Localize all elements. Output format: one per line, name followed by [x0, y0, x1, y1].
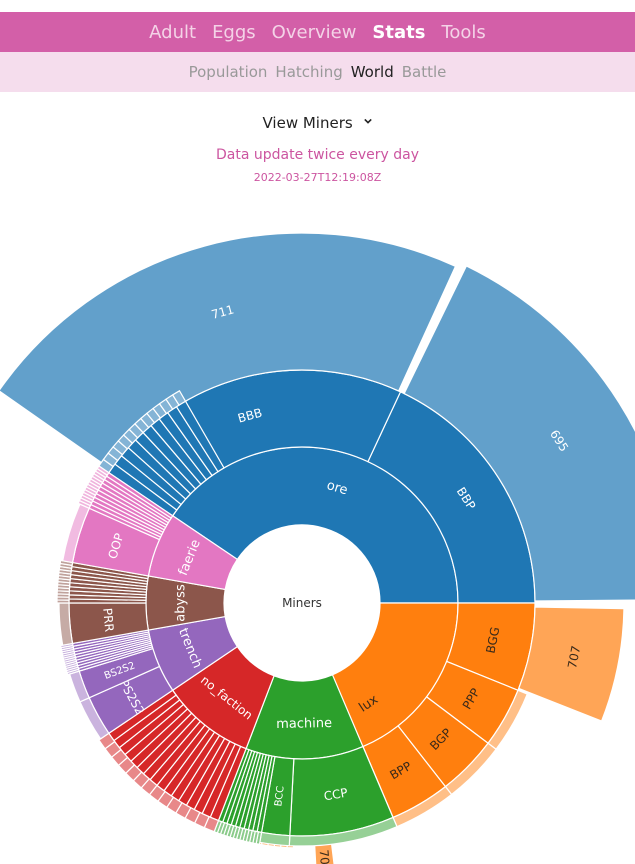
- sunburst-faction-machine-label: machine: [276, 716, 332, 732]
- sunburst-center[interactable]: [225, 526, 379, 680]
- sunburst-sub-faerie-misc-outer-13[interactable]: [96, 465, 110, 476]
- sunburst-chart: BBP695BBB711oreBGG707PPPBGPBPPGGPCPPGGG7…: [0, 232, 635, 864]
- chevron-down-icon: [364, 118, 373, 124]
- sunburst-sub-machine-BCC-label: BCC: [273, 785, 286, 807]
- sunburst-sub-lux-BGG-outer-label: 707: [565, 645, 583, 670]
- sunburst-sub-ore-BBP-outer-0[interactable]: [403, 265, 635, 602]
- nav-tab-overview[interactable]: Overview: [271, 21, 357, 43]
- sunburst-center-label: Miners: [282, 596, 322, 610]
- sunburst-sub-ore-BBB-outer-0[interactable]: [0, 232, 457, 471]
- nav-tab-adult[interactable]: Adult: [149, 21, 197, 43]
- subnav-tab-population[interactable]: Population: [188, 63, 268, 81]
- subnav-tab-world[interactable]: World: [350, 63, 394, 81]
- view-select-dropdown[interactable]: View Miners: [0, 114, 635, 132]
- sunburst-sub-abyss-PRR-label: PRR: [100, 607, 116, 632]
- sunburst-faction-ore-label: ore: [325, 478, 349, 498]
- sunburst-sub-machine-CCP-label: CCP: [323, 786, 349, 804]
- main-nav: Adult Eggs Overview Stats Tools: [0, 12, 635, 52]
- sub-nav: Population Hatching World Battle: [0, 52, 635, 92]
- view-select-label: View Miners: [262, 114, 353, 132]
- sunburst-sub-ore-BBB-label: BBB: [236, 406, 264, 426]
- sunburst-sub-ore-BBB-outer-label: 711: [210, 302, 236, 322]
- sunburst-sub-lux-BGG-outer-0[interactable]: [518, 606, 625, 722]
- sunburst-faction-abyss-label: abyss: [174, 584, 189, 622]
- sunburst-sub-lux-GGG-outer-label: 705: [317, 849, 333, 864]
- timestamp: 2022-03-27T12:19:08Z: [253, 171, 382, 184]
- nav-tab-stats[interactable]: Stats: [372, 21, 426, 43]
- nav-tab-tools[interactable]: Tools: [441, 21, 486, 43]
- update-note: Data update twice every day: [216, 147, 419, 163]
- subnav-tab-hatching[interactable]: Hatching: [275, 63, 343, 81]
- sunburst-sub-lux-BGG-label: BGG: [484, 626, 503, 655]
- nav-tab-eggs[interactable]: Eggs: [212, 21, 256, 43]
- sunburst-sub-ore-misc-outer-13[interactable]: [171, 390, 187, 406]
- subnav-tab-battle[interactable]: Battle: [401, 63, 447, 81]
